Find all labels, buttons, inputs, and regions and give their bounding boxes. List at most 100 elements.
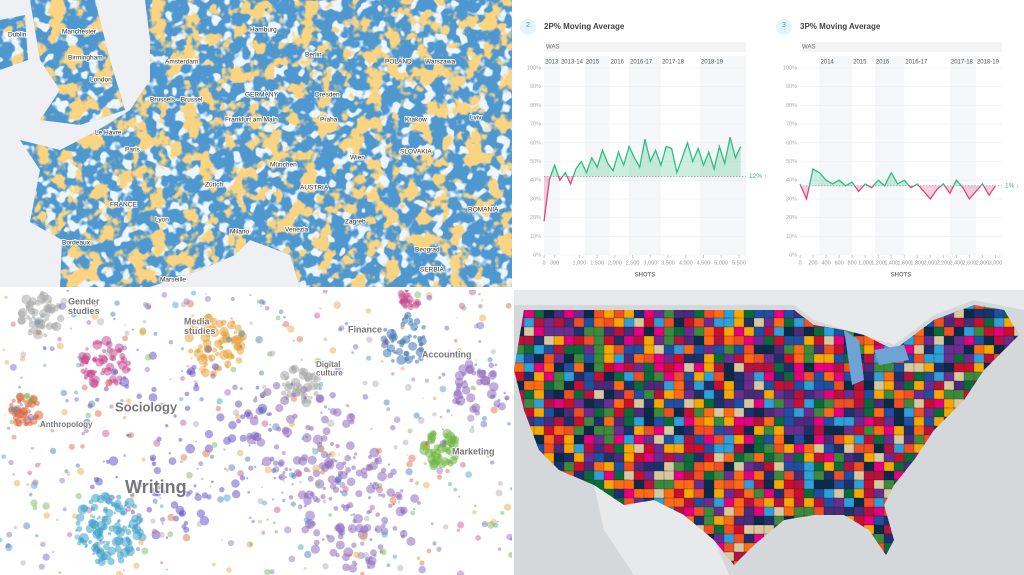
node xyxy=(180,376,185,381)
season-band xyxy=(874,56,905,255)
node xyxy=(109,404,114,409)
node xyxy=(211,562,216,567)
node xyxy=(258,406,267,415)
node xyxy=(291,474,297,480)
node xyxy=(335,461,345,471)
node xyxy=(19,416,27,424)
node xyxy=(125,360,132,367)
node xyxy=(92,541,101,550)
county xyxy=(953,344,965,356)
node xyxy=(92,342,96,345)
node xyxy=(413,412,420,419)
node xyxy=(231,490,241,499)
node xyxy=(487,521,495,529)
node xyxy=(489,382,499,392)
node xyxy=(345,441,355,451)
node xyxy=(280,390,287,396)
node xyxy=(59,477,66,484)
node xyxy=(193,380,198,384)
node xyxy=(103,492,111,501)
node xyxy=(392,554,398,559)
node xyxy=(348,553,353,557)
node xyxy=(442,428,452,439)
city-label: Venezia xyxy=(285,227,309,234)
y-tick-label: 0% xyxy=(533,252,541,258)
node xyxy=(459,461,466,468)
node xyxy=(369,447,380,458)
node xyxy=(62,507,67,512)
node xyxy=(472,509,477,515)
node xyxy=(165,424,169,428)
node xyxy=(253,465,257,469)
node xyxy=(216,398,223,405)
node xyxy=(88,499,94,505)
node xyxy=(504,396,509,401)
node xyxy=(52,305,59,312)
county xyxy=(613,416,625,427)
node xyxy=(369,504,376,511)
node xyxy=(32,479,39,486)
node xyxy=(264,466,272,474)
node xyxy=(60,389,68,397)
y-tick-label: 50% xyxy=(786,159,797,165)
node xyxy=(203,354,208,360)
node xyxy=(390,424,396,431)
node xyxy=(96,520,107,531)
node xyxy=(284,467,289,472)
city-label: Birmingham xyxy=(68,55,103,62)
y-tick-label: 40% xyxy=(786,178,797,184)
node xyxy=(161,522,164,525)
node xyxy=(325,534,330,538)
node xyxy=(165,568,168,571)
node xyxy=(152,498,158,504)
node xyxy=(345,466,352,473)
node xyxy=(117,557,125,564)
node xyxy=(216,413,225,422)
node xyxy=(108,525,115,532)
node xyxy=(58,571,62,574)
node xyxy=(339,481,346,489)
field-label: Gender xyxy=(68,296,100,306)
field-label: Anthropology xyxy=(40,420,93,429)
node xyxy=(291,483,294,486)
node xyxy=(102,508,108,514)
county xyxy=(783,353,796,365)
node xyxy=(402,439,409,446)
node xyxy=(282,498,286,503)
node xyxy=(297,544,304,551)
node xyxy=(291,472,296,478)
node xyxy=(292,456,302,465)
node xyxy=(419,417,422,420)
node xyxy=(252,398,258,403)
node xyxy=(249,293,252,297)
node xyxy=(151,386,157,393)
node xyxy=(480,420,488,428)
x-tick-label: 2,800 xyxy=(976,260,990,266)
badge xyxy=(520,19,536,35)
node xyxy=(305,424,311,431)
node xyxy=(335,475,343,483)
node xyxy=(254,396,258,399)
node xyxy=(348,564,357,573)
node xyxy=(124,324,127,327)
node xyxy=(127,433,132,438)
node xyxy=(425,440,430,446)
node xyxy=(188,406,191,409)
node xyxy=(152,461,156,465)
field-label: culture xyxy=(316,369,343,378)
node xyxy=(191,290,197,296)
node xyxy=(414,481,420,486)
county xyxy=(933,380,946,391)
end-label: 12% ↑ xyxy=(749,173,767,180)
node xyxy=(13,525,17,530)
county xyxy=(783,335,796,347)
node xyxy=(317,445,325,453)
node xyxy=(115,570,124,575)
node xyxy=(131,554,133,557)
node xyxy=(320,494,326,500)
node xyxy=(441,372,446,377)
county xyxy=(913,416,925,427)
field-label: studies xyxy=(68,306,100,316)
node xyxy=(222,349,233,359)
node xyxy=(186,365,189,368)
